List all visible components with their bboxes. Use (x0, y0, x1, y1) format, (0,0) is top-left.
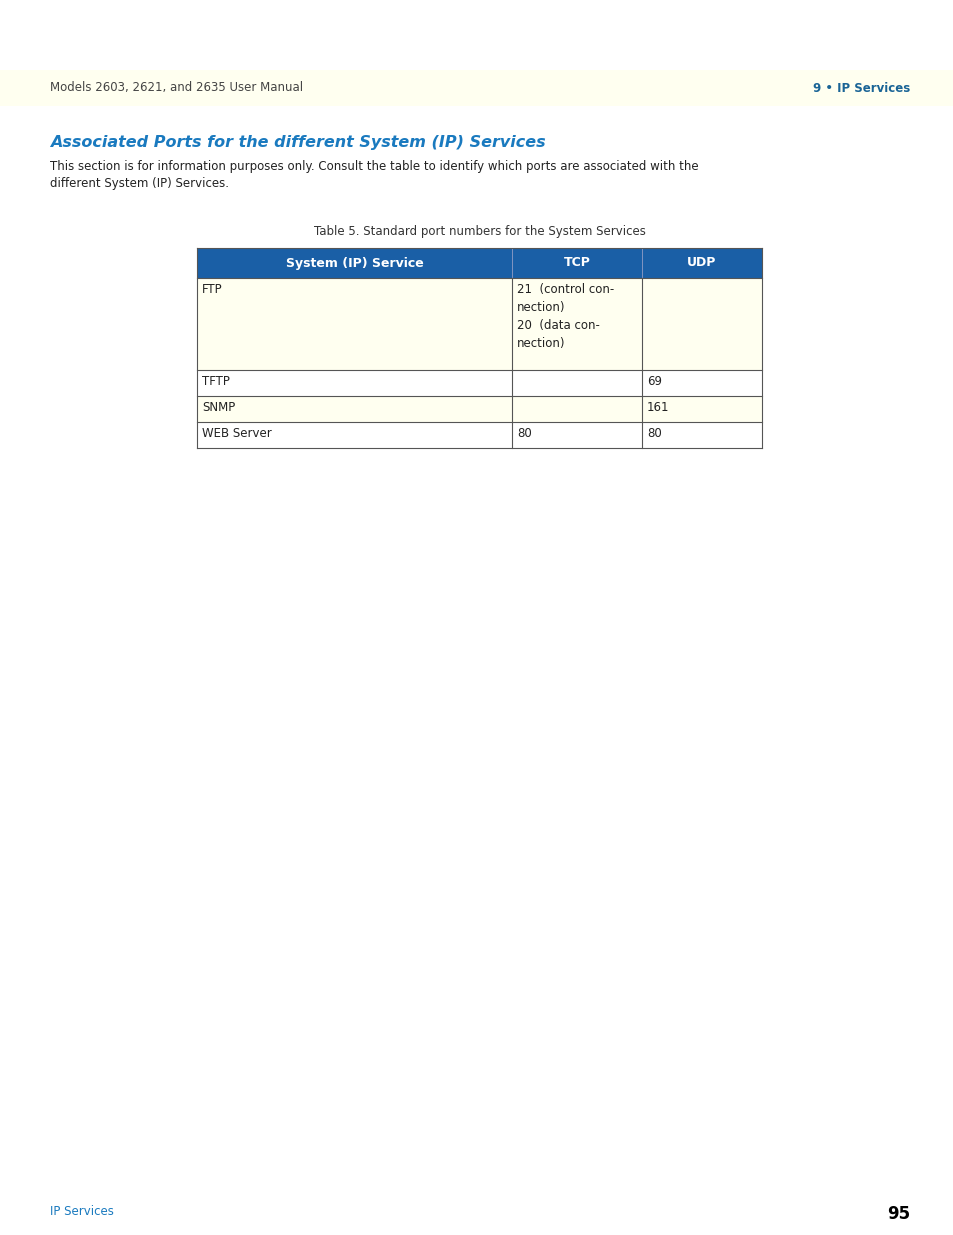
Bar (196, 278, 761, 370)
Text: SNMP: SNMP (202, 401, 235, 414)
Text: different System (IP) Services.: different System (IP) Services. (50, 177, 229, 190)
Text: UDP: UDP (686, 257, 716, 269)
Text: 9 • IP Services: 9 • IP Services (812, 82, 909, 95)
Text: TFTP: TFTP (202, 375, 230, 388)
Bar (196, 422, 761, 448)
Text: This section is for information purposes only. Consult the table to identify whi: This section is for information purposes… (50, 161, 698, 173)
Text: Models 2603, 2621, and 2635 User Manual: Models 2603, 2621, and 2635 User Manual (50, 82, 303, 95)
Text: IP Services: IP Services (50, 1205, 113, 1218)
Text: FTP: FTP (202, 283, 222, 296)
Text: Associated Ports for the different System (IP) Services: Associated Ports for the different Syste… (50, 135, 545, 149)
Text: TCP: TCP (563, 257, 590, 269)
Text: 95: 95 (886, 1205, 909, 1223)
Text: 80: 80 (646, 427, 661, 440)
Text: WEB Server: WEB Server (202, 427, 272, 440)
Bar (0, 70, 953, 106)
Bar (196, 370, 761, 396)
Bar (196, 396, 761, 422)
Text: System (IP) Service: System (IP) Service (285, 257, 423, 269)
Bar (196, 248, 761, 278)
Text: 21  (control con-
nection)
20  (data con-
nection): 21 (control con- nection) 20 (data con- … (517, 283, 614, 350)
Text: 80: 80 (517, 427, 531, 440)
Text: 161: 161 (646, 401, 669, 414)
Text: 69: 69 (646, 375, 661, 388)
Text: Table 5. Standard port numbers for the System Services: Table 5. Standard port numbers for the S… (314, 225, 645, 238)
